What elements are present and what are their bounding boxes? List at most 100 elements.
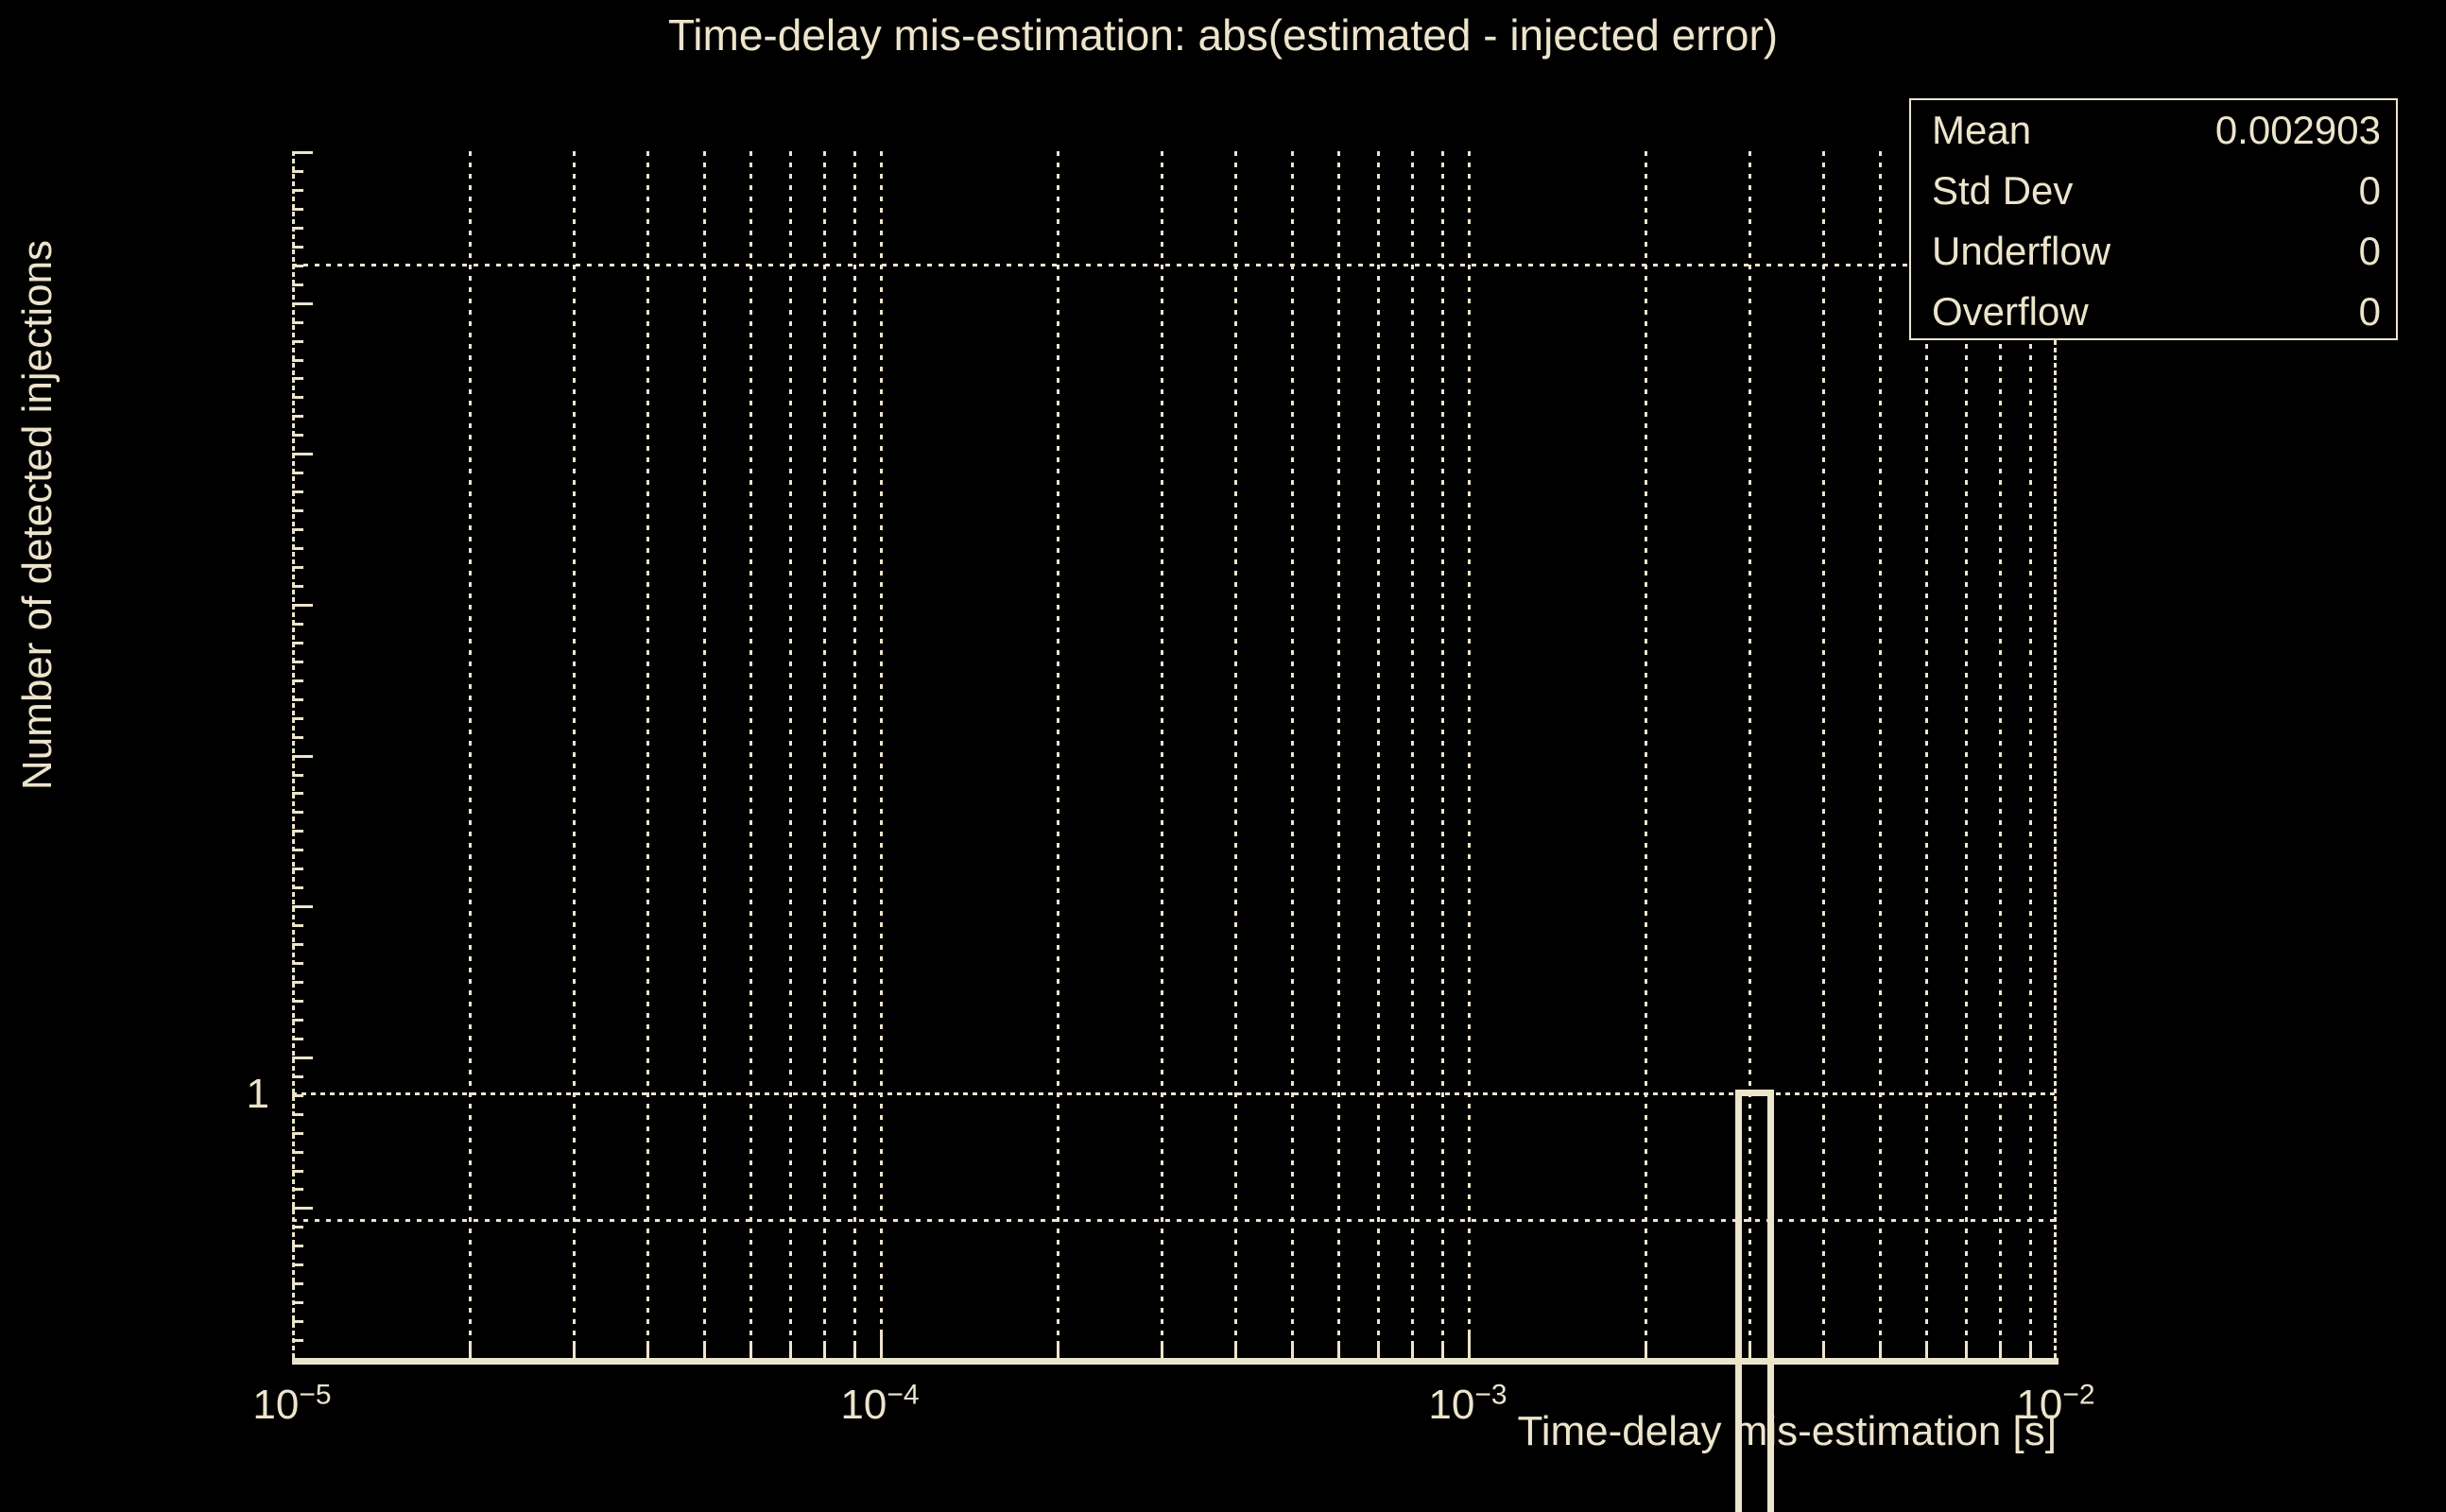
tick-y bbox=[292, 679, 303, 682]
stats-row: Underflow 0 bbox=[1911, 221, 2396, 282]
tick-y bbox=[292, 1226, 303, 1229]
tick-x bbox=[788, 1341, 792, 1358]
right-axis-line bbox=[2054, 151, 2057, 1360]
horizontal-gridline-lower bbox=[292, 1219, 2056, 1222]
tick-y bbox=[292, 735, 303, 739]
tick-y bbox=[292, 528, 303, 532]
tick-y bbox=[292, 584, 303, 588]
tick-y bbox=[292, 472, 303, 475]
gridline-x bbox=[1057, 151, 1060, 1358]
tick-y bbox=[292, 547, 303, 550]
y-axis-title: Number of detected injections bbox=[14, 239, 60, 791]
tick-x bbox=[1964, 1341, 1968, 1358]
x-axis-line bbox=[292, 1358, 2058, 1365]
gridline-x bbox=[2028, 151, 2032, 1358]
tick-y bbox=[292, 283, 303, 286]
tick-x bbox=[1233, 1341, 1237, 1358]
gridline-x bbox=[572, 151, 576, 1358]
tick-x bbox=[1821, 1341, 1825, 1358]
tick-x bbox=[1410, 1341, 1414, 1358]
x-tick-mantissa: 10 bbox=[1428, 1382, 1475, 1428]
tick-y bbox=[292, 339, 303, 343]
tick-y bbox=[292, 1056, 313, 1059]
tick-y bbox=[292, 1169, 303, 1173]
stats-value-mean: 0.002903 bbox=[2214, 108, 2381, 152]
tick-y bbox=[292, 1320, 303, 1324]
tick-y bbox=[292, 1301, 303, 1305]
x-tick-exponent: −2 bbox=[2062, 1379, 2095, 1411]
tick-y bbox=[292, 697, 303, 701]
gridline-x bbox=[1925, 151, 1928, 1358]
tick-y bbox=[292, 962, 303, 965]
tick-y bbox=[292, 415, 303, 419]
tick-y bbox=[292, 811, 303, 815]
tick-y bbox=[292, 151, 313, 154]
tick-y bbox=[292, 358, 303, 362]
x-tick-label-1e-5: 10−5 bbox=[252, 1379, 332, 1429]
x-tick-label-1e-4: 10−4 bbox=[840, 1381, 919, 1429]
gridline-x bbox=[1878, 151, 1882, 1358]
tick-y bbox=[292, 377, 303, 381]
plot-frame bbox=[292, 151, 2056, 1512]
x-tick-mantissa: 10 bbox=[252, 1382, 300, 1428]
stats-label-overflow: Overflow bbox=[1932, 289, 2089, 334]
tick-y bbox=[292, 641, 303, 644]
tick-y bbox=[292, 207, 303, 211]
tick-y bbox=[292, 830, 303, 833]
tick-y bbox=[292, 1245, 303, 1248]
stats-row: Overflow 0 bbox=[1911, 282, 2396, 342]
x-tick-label-1e-3: 10−3 bbox=[1428, 1381, 1507, 1429]
gridline-x bbox=[1645, 151, 1648, 1358]
tick-x bbox=[646, 1341, 649, 1358]
tick-y bbox=[292, 1282, 303, 1286]
gridline-x bbox=[646, 151, 649, 1358]
tick-x bbox=[572, 1341, 576, 1358]
gridline-x bbox=[788, 151, 792, 1358]
tick-x bbox=[1878, 1341, 1882, 1358]
stats-value-overflow: 0 bbox=[2358, 289, 2381, 334]
tick-x bbox=[1645, 1341, 1648, 1358]
gridline-x bbox=[1964, 151, 1968, 1358]
gridline-x bbox=[1410, 151, 1414, 1358]
x-tick-label-1e-2: 10−2 bbox=[2016, 1379, 2095, 1429]
tick-y bbox=[292, 603, 313, 607]
gridline-x bbox=[1233, 151, 1237, 1358]
x-tick-mantissa: 10 bbox=[2016, 1382, 2063, 1428]
stats-label-stddev: Std Dev bbox=[1932, 168, 2074, 213]
tick-y bbox=[292, 1037, 303, 1040]
page-title: Time-delay mis-estimation: abs(estimated… bbox=[667, 10, 1779, 60]
x-axis-title: Time-delay mis-estimation [s] bbox=[1517, 1408, 2058, 1454]
gridline-x bbox=[1160, 151, 1163, 1358]
tick-y bbox=[292, 170, 303, 173]
gridline-x bbox=[469, 151, 473, 1358]
gridline-x bbox=[1998, 151, 2002, 1358]
gridline-x bbox=[1290, 151, 1294, 1358]
tick-y bbox=[292, 320, 303, 324]
stats-value-stddev: 0 bbox=[2358, 168, 2381, 213]
tick-y bbox=[292, 754, 313, 758]
stats-row: Std Dev 0 bbox=[1911, 161, 2396, 221]
stats-value-underflow: 0 bbox=[2358, 229, 2381, 273]
gridline-x bbox=[822, 151, 826, 1358]
stats-label-mean: Mean bbox=[1932, 108, 2032, 152]
tick-y bbox=[292, 453, 313, 456]
tick-x bbox=[880, 1330, 883, 1358]
tick-y bbox=[292, 396, 303, 400]
tick-x bbox=[853, 1341, 856, 1358]
tick-y bbox=[292, 566, 303, 569]
tick-y bbox=[292, 1112, 303, 1116]
stats-box: Mean 0.002903 Std Dev 0 Underflow 0 Over… bbox=[1909, 98, 2398, 340]
stats-row: Mean 0.002903 bbox=[1911, 100, 2396, 161]
gridline-x bbox=[1748, 151, 1751, 1358]
stats-label-underflow: Underflow bbox=[1932, 229, 2111, 273]
tick-y bbox=[292, 660, 303, 663]
tick-y bbox=[292, 1339, 303, 1342]
tick-y bbox=[292, 792, 303, 796]
tick-y bbox=[292, 716, 303, 720]
tick-x bbox=[1998, 1341, 2002, 1358]
tick-y bbox=[292, 1074, 303, 1078]
tick-y bbox=[292, 1093, 303, 1097]
horizontal-gridline-one bbox=[292, 1092, 2056, 1095]
x-tick-exponent: −5 bbox=[299, 1379, 332, 1411]
